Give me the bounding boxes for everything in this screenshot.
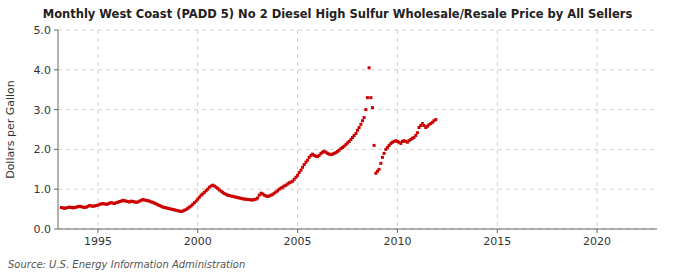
x-grid-line <box>397 30 398 229</box>
y-tick <box>54 30 58 31</box>
x-tick <box>297 229 298 233</box>
data-point <box>416 131 419 134</box>
y-tick <box>54 229 58 230</box>
x-tick <box>97 229 98 233</box>
x-tick <box>597 229 598 233</box>
data-point <box>296 174 299 177</box>
data-point <box>356 129 359 132</box>
data-point <box>366 96 369 99</box>
data-point <box>373 144 376 147</box>
y-tick <box>54 149 58 150</box>
data-point <box>358 126 361 129</box>
x-tick <box>497 229 498 233</box>
x-grid-line <box>597 30 598 229</box>
axes: 1995 2000 2005 2010 2015 2020 0.0 1.0 2.0 3.0 4.0 5… <box>34 24 658 248</box>
x-axis-line <box>58 229 657 230</box>
chart-svg: 1995 2000 2005 2010 2015 2020 0.0 1.0 2.0 3.0 4.0 5… <box>0 0 675 275</box>
data-point <box>364 108 367 111</box>
chart-container: 1995 2000 2005 2010 2015 2020 0.0 1.0 2.0 3.0 4.0 5… <box>0 0 675 275</box>
x-tick-label: 2010 <box>383 235 411 248</box>
y-axis-label: Dollars per Gallon <box>4 80 17 179</box>
data-point <box>368 66 371 69</box>
x-tick-label: 2020 <box>583 235 611 248</box>
data-point <box>359 123 362 126</box>
chart-title: Monthly West Coast (PADD 5) No 2 Diesel … <box>43 7 633 21</box>
data-point <box>371 106 374 109</box>
x-tick-label: 2000 <box>184 235 212 248</box>
y-tick-label: 2.0 <box>34 143 52 156</box>
y-tick <box>54 69 58 70</box>
data-point <box>361 119 364 122</box>
data-point <box>369 96 372 99</box>
data-point <box>379 162 382 165</box>
x-grid-line <box>297 30 298 229</box>
data-point <box>354 132 357 135</box>
data-point <box>414 134 417 137</box>
y-grid-line <box>58 229 657 230</box>
x-grid-line <box>497 30 498 229</box>
y-tick <box>54 189 58 190</box>
data-point <box>434 118 437 121</box>
grid <box>58 30 657 229</box>
data-point <box>256 196 259 199</box>
x-tick <box>197 229 198 233</box>
x-tick-label: 2015 <box>483 235 511 248</box>
y-axis-line <box>58 30 59 229</box>
data-point <box>383 152 386 155</box>
y-tick-label: 5.0 <box>34 24 52 37</box>
y-tick-label: 1.0 <box>34 183 52 196</box>
y-tick-label: 4.0 <box>34 64 52 77</box>
y-tick <box>54 109 58 110</box>
x-grid-line <box>197 30 198 229</box>
data-point <box>363 116 366 119</box>
y-grid-line <box>58 30 657 31</box>
data-point <box>301 166 304 169</box>
x-tick-label: 1995 <box>84 235 112 248</box>
y-tick-label: 3.0 <box>34 104 52 117</box>
x-tick-label: 2005 <box>284 235 312 248</box>
y-grid-line <box>58 69 657 70</box>
x-tick <box>397 229 398 233</box>
y-grid-line <box>58 189 657 190</box>
data-point <box>299 169 302 172</box>
points <box>60 66 437 213</box>
data-point <box>378 168 381 171</box>
y-grid-line <box>58 109 657 110</box>
x-grid-line <box>97 30 98 229</box>
data-point <box>306 159 309 162</box>
y-grid-line <box>58 149 657 150</box>
y-tick-label: 0.0 <box>34 223 52 236</box>
source-note: Source: U.S. Energy Information Administ… <box>8 259 245 270</box>
data-point <box>381 156 384 159</box>
